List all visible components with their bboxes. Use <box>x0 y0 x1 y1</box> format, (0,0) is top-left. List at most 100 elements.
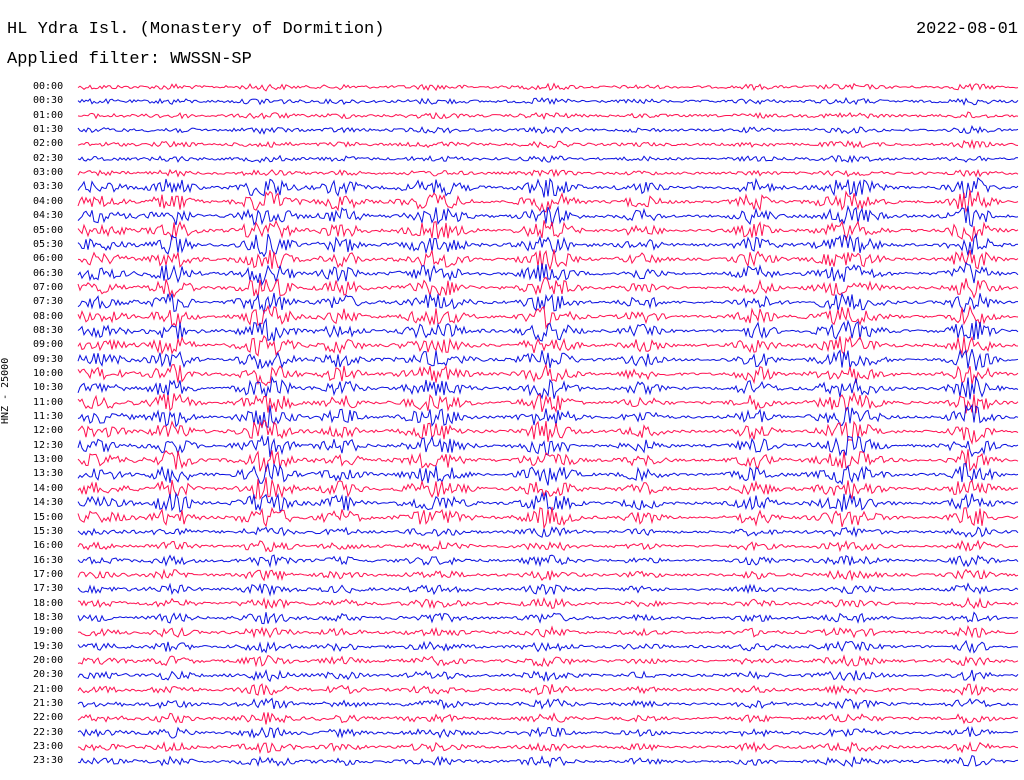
row-time-label: 11:00 <box>33 396 64 408</box>
row-time-label: 08:30 <box>33 324 64 336</box>
trace-line <box>77 154 1019 164</box>
trace-line <box>77 335 1019 357</box>
trace-line <box>77 176 1019 199</box>
row-time-label: 04:00 <box>33 195 64 207</box>
trace-line <box>77 139 1019 150</box>
row-time-label: 12:00 <box>33 425 64 437</box>
trace-line <box>77 419 1019 446</box>
row-time-label: 00:00 <box>33 81 64 92</box>
trace-line <box>77 506 1019 530</box>
trace-line <box>77 539 1019 553</box>
trace-line <box>77 317 1019 342</box>
trace-line <box>77 233 1019 258</box>
trace-line <box>77 526 1019 538</box>
row-time-label: 06:30 <box>33 267 64 279</box>
row-time-label: 19:00 <box>33 626 64 638</box>
trace-line <box>77 568 1019 582</box>
row-time-label: 16:30 <box>33 554 64 566</box>
row-time-label: 07:30 <box>33 296 64 308</box>
station-title: HL Ydra Isl. (Monastery of Dormition) <box>7 20 385 39</box>
row-time-label: 03:30 <box>33 181 64 193</box>
trace-line <box>77 249 1019 272</box>
trace-line <box>77 554 1019 569</box>
trace-line <box>77 96 1019 106</box>
row-time-label: 08:00 <box>33 310 64 322</box>
row-time-label: 10:30 <box>33 382 64 394</box>
trace-line <box>77 449 1019 472</box>
row-time-label: 18:30 <box>33 611 64 623</box>
row-time-label: 16:00 <box>33 540 64 552</box>
row-time-label: 20:30 <box>33 669 64 681</box>
row-time-label: 00:30 <box>33 95 64 107</box>
trace-line <box>77 639 1019 654</box>
trace-line <box>77 491 1019 513</box>
row-time-label: 04:30 <box>33 210 64 222</box>
row-time-label: 01:00 <box>33 109 64 121</box>
row-time-label: 13:30 <box>33 468 64 480</box>
row-time-label: 19:30 <box>33 640 64 652</box>
trace-line <box>77 754 1019 768</box>
row-time-label: 14:30 <box>33 497 64 509</box>
trace-line <box>77 168 1019 178</box>
trace-line <box>77 276 1019 299</box>
row-time-label: 05:30 <box>33 238 64 250</box>
trace-line <box>77 292 1018 314</box>
row-time-label: 07:00 <box>33 281 64 293</box>
row-time-label: 15:00 <box>33 511 64 523</box>
row-time-label: 13:00 <box>33 454 64 466</box>
trace-line <box>77 611 1019 625</box>
trace-line <box>77 403 1019 429</box>
trace-line <box>77 375 1019 400</box>
row-time-label: 23:30 <box>33 755 64 767</box>
trace-line <box>77 261 1019 287</box>
row-time-label: 15:30 <box>33 525 64 537</box>
row-time-label: 21:30 <box>33 698 64 710</box>
row-time-label: 01:30 <box>33 124 64 136</box>
trace-line <box>77 477 1019 500</box>
row-time-label: 23:00 <box>33 741 64 753</box>
trace-line <box>77 82 1019 92</box>
trace-line <box>77 391 1019 414</box>
trace-line <box>77 624 1019 639</box>
row-time-label: 09:30 <box>33 353 64 365</box>
trace-line <box>77 683 1019 696</box>
row-time-label: 06:00 <box>33 253 64 265</box>
row-time-label: 17:00 <box>33 568 64 580</box>
trace-line <box>77 304 1019 330</box>
row-time-label: 09:00 <box>33 339 64 351</box>
row-time-label: 14:00 <box>33 482 64 494</box>
trace-line <box>77 654 1019 668</box>
date-label: 2022-08-01 <box>915 20 1018 39</box>
trace-line <box>77 741 1019 755</box>
trace-line <box>77 362 1019 387</box>
row-time-label: 22:30 <box>33 726 64 738</box>
trace-line <box>77 348 1019 371</box>
row-time-label: 03:00 <box>33 167 64 179</box>
row-time-label: 22:00 <box>33 712 64 724</box>
trace-line <box>77 125 1019 135</box>
trace-line <box>77 189 1019 213</box>
trace-line <box>77 111 1019 121</box>
trace-line <box>77 582 1019 597</box>
filter-label: Applied filter: WWSSN-SP <box>7 50 252 69</box>
row-time-label: 02:00 <box>33 138 64 150</box>
trace-line <box>77 596 1019 610</box>
trace-line <box>77 668 1019 683</box>
trace-line <box>77 712 1019 725</box>
row-time-label: 10:00 <box>33 368 64 379</box>
trace-line <box>77 219 1019 242</box>
trace-line <box>77 462 1019 486</box>
trace-line <box>77 697 1019 711</box>
row-time-label: 12:30 <box>33 439 64 451</box>
trace-line <box>77 725 1019 739</box>
row-time-label: 05:00 <box>33 224 64 236</box>
trace-line <box>77 204 1019 228</box>
row-time-label: 20:00 <box>33 655 64 666</box>
row-time-label: 21:00 <box>33 683 64 695</box>
row-time-label: 17:30 <box>33 583 64 595</box>
row-time-label: 02:30 <box>33 152 64 164</box>
row-time-label: 11:30 <box>33 411 64 423</box>
row-time-label: 18:00 <box>33 597 64 609</box>
